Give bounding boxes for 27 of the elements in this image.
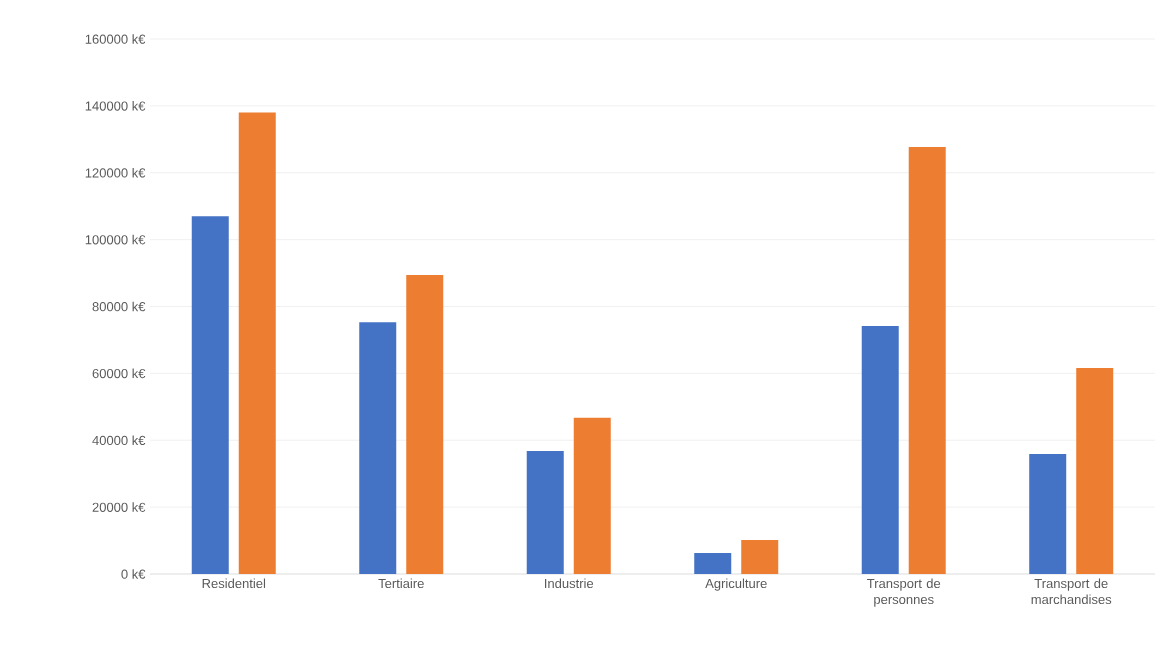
bar — [573, 417, 611, 574]
y-tick-label: 20000 k€ — [92, 502, 146, 512]
x-tick-label: Transport de personnes — [867, 578, 941, 607]
bar — [238, 112, 276, 574]
bar — [1029, 453, 1067, 574]
y-tick-label: 140000 k€ — [85, 101, 146, 111]
bar — [861, 325, 899, 574]
y-tick-label: 40000 k€ — [92, 435, 146, 446]
y-tick-label: 60000 k€ — [92, 368, 146, 379]
bar — [908, 146, 946, 574]
bar — [1076, 368, 1114, 574]
bar — [191, 216, 229, 574]
x-tick-label: Industrie — [545, 578, 594, 589]
x-tick-label: Tertiaire — [378, 578, 424, 589]
bar — [526, 450, 564, 574]
x-tick-label: Transport de marchandises — [1031, 578, 1112, 605]
y-tick-label: 0 k€ — [121, 569, 146, 579]
x-tick-label: Agriculture — [705, 578, 767, 591]
bar — [406, 275, 444, 574]
y-tick-label: 160000 k€ — [85, 34, 146, 44]
bar — [741, 539, 779, 574]
y-tick-label: 120000 k€ — [85, 167, 146, 178]
x-tick-label: Residentiel — [202, 578, 266, 589]
y-tick-label: 100000 k€ — [85, 234, 146, 245]
bar — [359, 322, 397, 574]
y-tick-label: 80000 k€ — [92, 301, 146, 312]
bar — [694, 552, 732, 574]
